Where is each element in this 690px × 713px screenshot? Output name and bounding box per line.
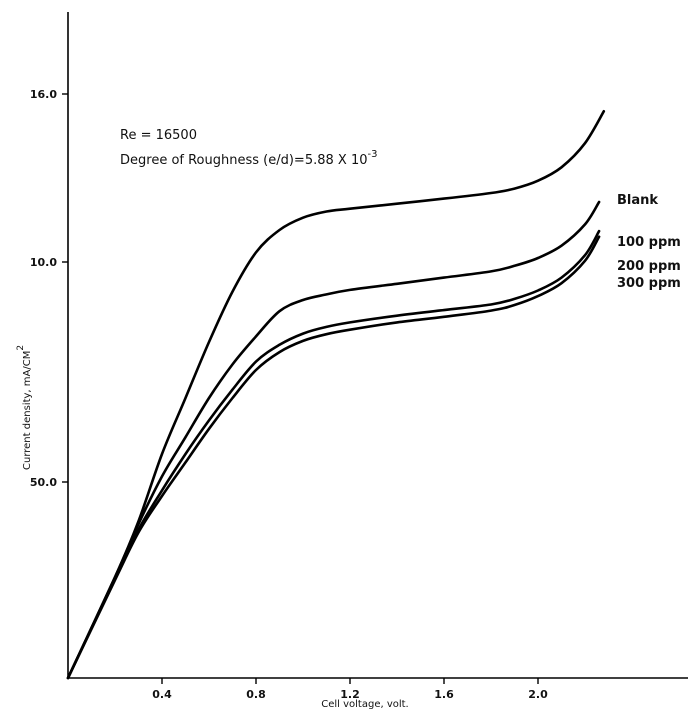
series-line-300-ppm xyxy=(66,235,601,680)
x-axis-title: Cell voltage, volt. xyxy=(321,699,409,710)
y-tick-label: 16.0 xyxy=(30,88,57,101)
x-tick-label: 0.8 xyxy=(246,688,266,701)
x-tick-label: 2.0 xyxy=(528,688,548,701)
x-tick-label: 0.4 xyxy=(152,688,172,701)
x-tick-label: 1.6 xyxy=(434,688,454,701)
series-label-100-ppm: 100 ppm xyxy=(617,235,681,250)
series-line-blank xyxy=(66,110,606,680)
annotation-roughness-text: Degree of Roughness (e/d)=5.88 X 10 xyxy=(120,153,367,168)
series-label-300-ppm: 300 ppm xyxy=(617,276,681,291)
y-axis-title-main: Current density, mA/CM xyxy=(22,351,33,470)
y-tick-label: 10.0 xyxy=(30,256,57,269)
series-line-200-ppm xyxy=(66,229,601,680)
y-axis-title-superscript: 2 xyxy=(16,345,26,351)
x-tick-label: 1.2 xyxy=(340,688,360,701)
series-label-blank: Blank xyxy=(617,193,658,208)
x-ticks: 0.4 0.8 1.2 1.6 2.0 xyxy=(152,678,548,701)
annotation-roughness-exponent: -3 xyxy=(367,149,377,160)
y-tick-label: 50.0 xyxy=(30,476,57,489)
y-axis-title-group: Current density, mA/CM2 xyxy=(16,345,33,470)
y-axis-title: Current density, mA/CM2 xyxy=(16,345,33,470)
annotation-roughness: Degree of Roughness (e/d)=5.88 X 10-3 xyxy=(120,149,377,168)
annotation-reynolds: Re = 16500 xyxy=(120,128,197,143)
series-line-100-ppm xyxy=(66,200,601,680)
series-label-200-ppm: 200 ppm xyxy=(617,259,681,274)
